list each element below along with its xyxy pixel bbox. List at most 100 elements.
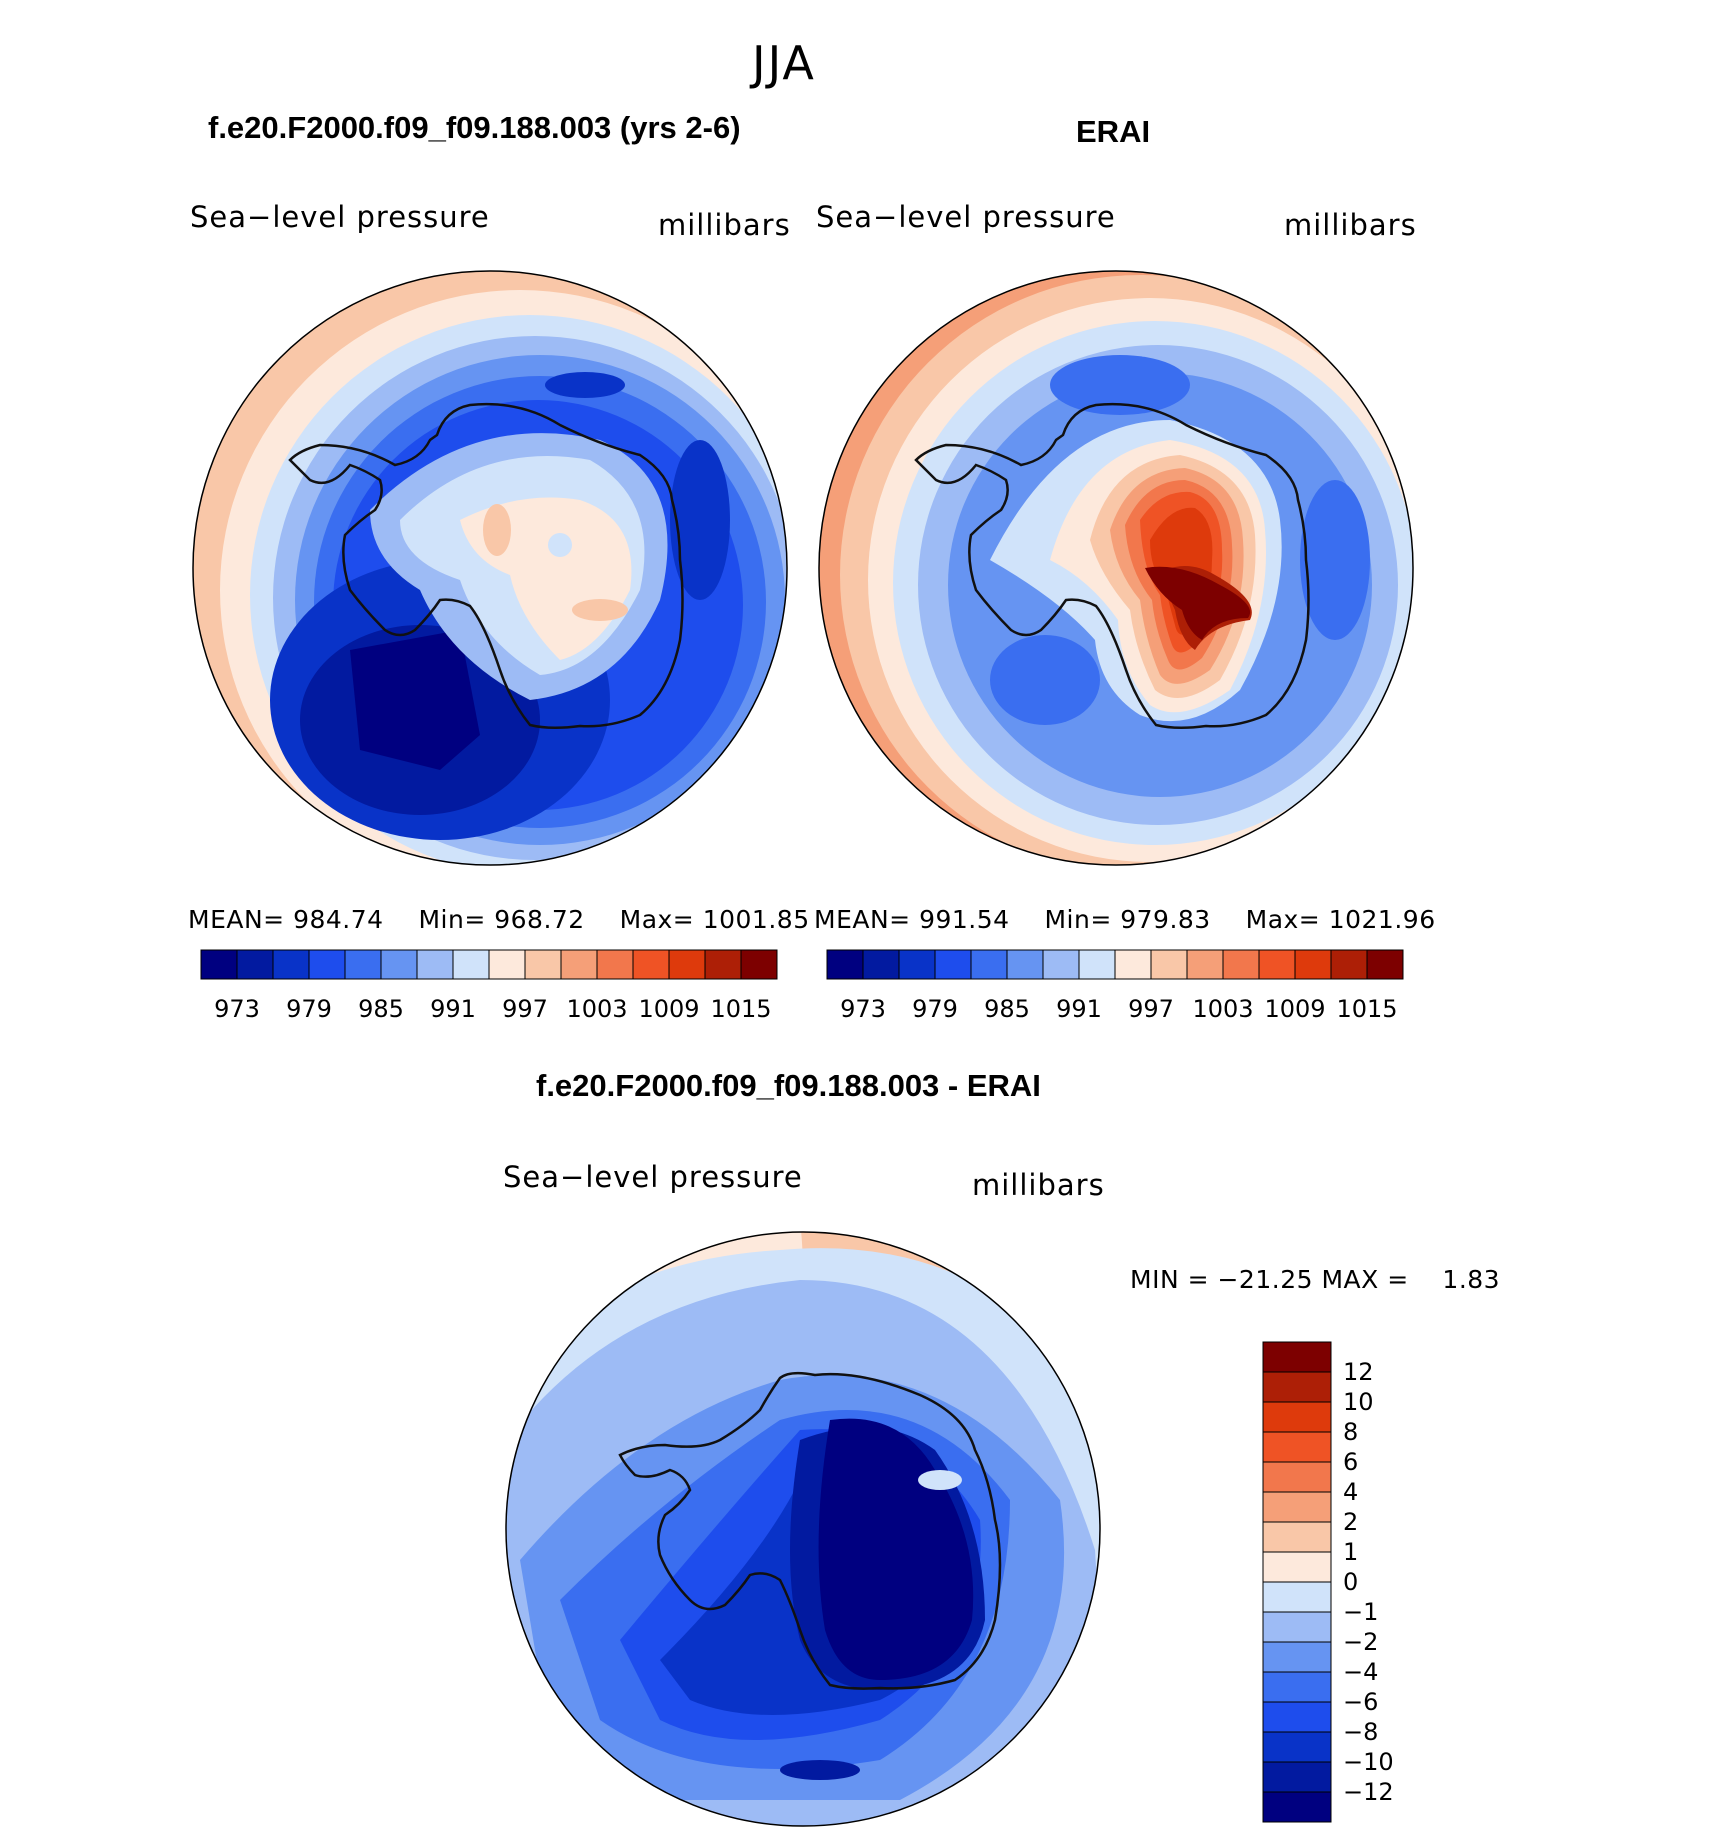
obs-mean-value: 991.54 — [919, 905, 1010, 934]
diff-low-bottom — [780, 1760, 860, 1780]
model-colorbar-swatch — [380, 949, 418, 980]
model-colorbar-swatch — [236, 949, 274, 980]
obs-colorbar-swatch — [1186, 949, 1224, 980]
model-max-value: 1001.85 — [702, 905, 810, 934]
obs-colorbar-swatch — [1330, 949, 1368, 980]
model-low-5 — [670, 440, 730, 600]
model-units-label: millibars — [658, 208, 791, 242]
obs-units-label: millibars — [1284, 208, 1417, 242]
difference-units-label: millibars — [972, 1168, 1105, 1202]
difference-colorbar-tick-label: 0 — [1343, 1568, 1358, 1596]
model-coastline — [288, 402, 684, 729]
model-colorbar-tick-label: 973 — [214, 995, 260, 1023]
obs-colorbar: 973 979 985 991 997 1003 1009 1015 — [826, 949, 1404, 1023]
difference-colorbar-tick-label: 6 — [1343, 1448, 1358, 1476]
obs-colorbar-swatch — [970, 949, 1008, 980]
obs-colorbar-tick-label: 1009 — [1264, 995, 1325, 1023]
model-colorbar-tick-label: 1009 — [638, 995, 699, 1023]
model-colorbar-swatch — [200, 949, 238, 980]
difference-colorbar-swatch — [1262, 1341, 1332, 1373]
difference-colorbar-tick-label: 2 — [1343, 1508, 1358, 1536]
model-high-3 — [548, 533, 572, 557]
difference-colorbar-tick-label: −8 — [1343, 1718, 1378, 1746]
model-colorbar-swatch — [308, 949, 346, 980]
obs-colorbar-swatch — [1366, 949, 1404, 980]
model-colorbar-swatch — [344, 949, 382, 980]
model-colorbar-tick-label: 1003 — [566, 995, 627, 1023]
obs-colorbar-swatch — [1258, 949, 1296, 980]
page-title: JJA — [752, 36, 816, 90]
difference-colorbar-swatch — [1262, 1701, 1332, 1733]
difference-coastline — [618, 1371, 1002, 1690]
model-colorbar-swatch — [488, 949, 526, 980]
obs-colorbar-tick-label: 997 — [1128, 995, 1174, 1023]
difference-colorbar-swatch — [1262, 1611, 1332, 1643]
obs-map — [818, 270, 1414, 866]
obs-colorbar-tick-label: 973 — [840, 995, 886, 1023]
model-colorbar-swatch — [560, 949, 598, 980]
obs-low-3 — [990, 635, 1100, 725]
model-colorbar-swatch — [416, 949, 454, 980]
model-high-1 — [483, 504, 511, 556]
model-colorbar: 973 979 985 991 997 1003 1009 1015 — [200, 949, 778, 1023]
model-map-border — [192, 270, 788, 866]
model-low-4 — [545, 372, 625, 398]
obs-map-border — [818, 270, 1414, 866]
difference-map — [505, 1231, 1101, 1827]
obs-min-label: Min= — [1044, 905, 1112, 934]
difference-colorbar-swatch — [1262, 1461, 1332, 1493]
obs-max-label: Max= — [1245, 905, 1321, 934]
difference-colorbar-tick-label: −10 — [1343, 1748, 1394, 1776]
difference-map-border — [505, 1231, 1101, 1827]
model-map — [192, 270, 788, 866]
model-colorbar-swatch — [632, 949, 670, 980]
difference-colorbar-swatch — [1262, 1731, 1332, 1763]
model-high-2 — [572, 599, 628, 621]
difference-colorbar-swatch — [1262, 1431, 1332, 1463]
model-colorbar-swatch — [740, 949, 778, 980]
difference-colorbar-swatch — [1262, 1401, 1332, 1433]
model-mean-label: MEAN= — [188, 905, 285, 934]
difference-colorbar-swatch — [1262, 1551, 1332, 1583]
obs-mean-label: MEAN= — [814, 905, 911, 934]
model-colorbar-tick-label: 991 — [430, 995, 476, 1023]
obs-coastline — [914, 402, 1310, 729]
difference-colorbar-tick-label: −2 — [1343, 1628, 1378, 1656]
model-mean-value: 984.74 — [293, 905, 384, 934]
difference-colorbar-tick-label: 10 — [1343, 1388, 1374, 1416]
obs-high-core — [1145, 566, 1251, 640]
obs-colorbar-swatch — [1006, 949, 1044, 980]
obs-variable-label: Sea−level pressure — [816, 200, 1116, 234]
obs-colorbar-swatch — [898, 949, 936, 980]
model-colorbar-swatch — [524, 949, 562, 980]
diff-pos-pocket — [918, 1470, 962, 1490]
obs-colorbar-swatch — [1042, 949, 1080, 980]
obs-colorbar-swatch — [934, 949, 972, 980]
difference-colorbar-tick-label: 12 — [1343, 1358, 1374, 1386]
obs-colorbar-tick-label: 979 — [912, 995, 958, 1023]
model-min-value: 968.72 — [494, 905, 585, 934]
model-low-core — [350, 630, 480, 770]
difference-colorbar-tick-label: 4 — [1343, 1478, 1358, 1506]
difference-colorbar-swatch — [1262, 1791, 1332, 1823]
difference-minmax: MIN = −21.25 MAX = 1.83 — [1130, 1265, 1501, 1294]
difference-colorbar-swatch — [1262, 1491, 1332, 1523]
model-variable-label: Sea−level pressure — [190, 200, 490, 234]
difference-colorbar-swatch — [1262, 1371, 1332, 1403]
difference-colorbar-swatch — [1262, 1761, 1332, 1793]
obs-colorbar-swatch — [826, 949, 864, 980]
model-colorbar-tick-label: 985 — [358, 995, 404, 1023]
obs-stats: MEAN= 991.54 Min= 979.83 Max= 1021.96 — [814, 905, 1436, 934]
obs-colorbar-tick-label: 1015 — [1336, 995, 1397, 1023]
obs-low-2 — [1300, 480, 1370, 640]
obs-colorbar-tick-label: 1003 — [1192, 995, 1253, 1023]
difference-colorbar-tick-label: 1 — [1343, 1538, 1358, 1566]
obs-colorbar-swatch — [1150, 949, 1188, 980]
difference-variable-label: Sea−level pressure — [503, 1160, 803, 1194]
difference-colorbar-swatch — [1262, 1671, 1332, 1703]
model-panel-title: f.e20.F2000.f09_f09.188.003 (yrs 2-6) — [208, 110, 741, 145]
difference-colorbar-swatch — [1262, 1641, 1332, 1673]
model-colorbar-swatch — [452, 949, 490, 980]
